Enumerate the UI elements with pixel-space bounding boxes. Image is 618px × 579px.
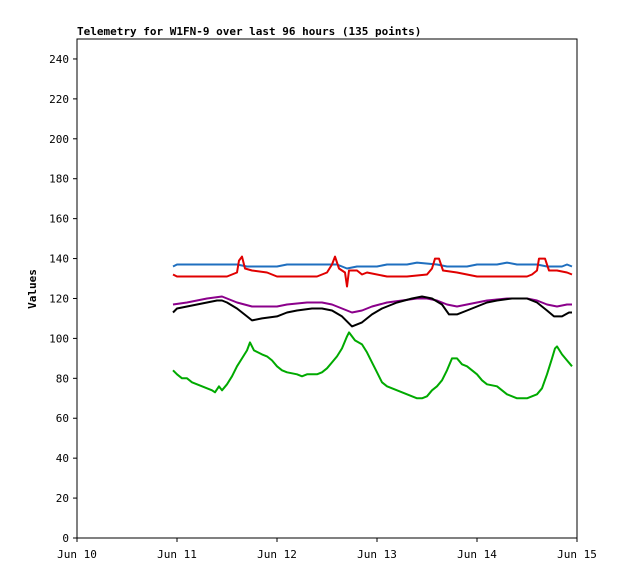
y-tick-label: 40 — [56, 452, 69, 465]
series-line-1 — [172, 261, 573, 270]
y-tick-label: 220 — [49, 93, 69, 106]
series-line-4 — [172, 295, 572, 328]
y-axis-label: Values — [26, 269, 39, 309]
x-axis-ticks: Jun 10 Jun 11 Jun 12 Jun 13 Jun 14 Jun 15 — [57, 538, 597, 561]
y-tick-label: 80 — [56, 372, 69, 385]
y-axis-ticks: 0 20 40 60 80 100 120 140 160 180 200 220 240 — [49, 53, 77, 545]
y-tick-label: 0 — [62, 532, 69, 545]
y-tick-label: 100 — [49, 332, 69, 345]
y-tick-label: 20 — [56, 492, 69, 505]
x-tick-label: Jun 10 — [57, 548, 97, 561]
x-tick-label: Jun 12 — [257, 548, 297, 561]
chart-title: Telemetry for W1FN-9 over last 96 hours … — [77, 25, 421, 38]
series-line-2 — [172, 255, 573, 288]
y-tick-label: 180 — [49, 173, 69, 186]
y-tick-label: 160 — [49, 213, 69, 226]
x-tick-label: Jun 14 — [457, 548, 497, 561]
y-tick-label: 200 — [49, 133, 69, 146]
y-tick-label: 240 — [49, 53, 69, 66]
x-tick-label: Jun 13 — [357, 548, 397, 561]
y-tick-label: 140 — [49, 253, 69, 266]
y-tick-label: 60 — [56, 412, 69, 425]
x-tick-label: Jun 15 — [557, 548, 597, 561]
y-tick-label: 120 — [49, 292, 69, 305]
x-tick-label: Jun 11 — [157, 548, 197, 561]
series-lines — [172, 255, 573, 400]
plot-area-frame — [76, 38, 578, 539]
series-line-5 — [172, 331, 573, 400]
